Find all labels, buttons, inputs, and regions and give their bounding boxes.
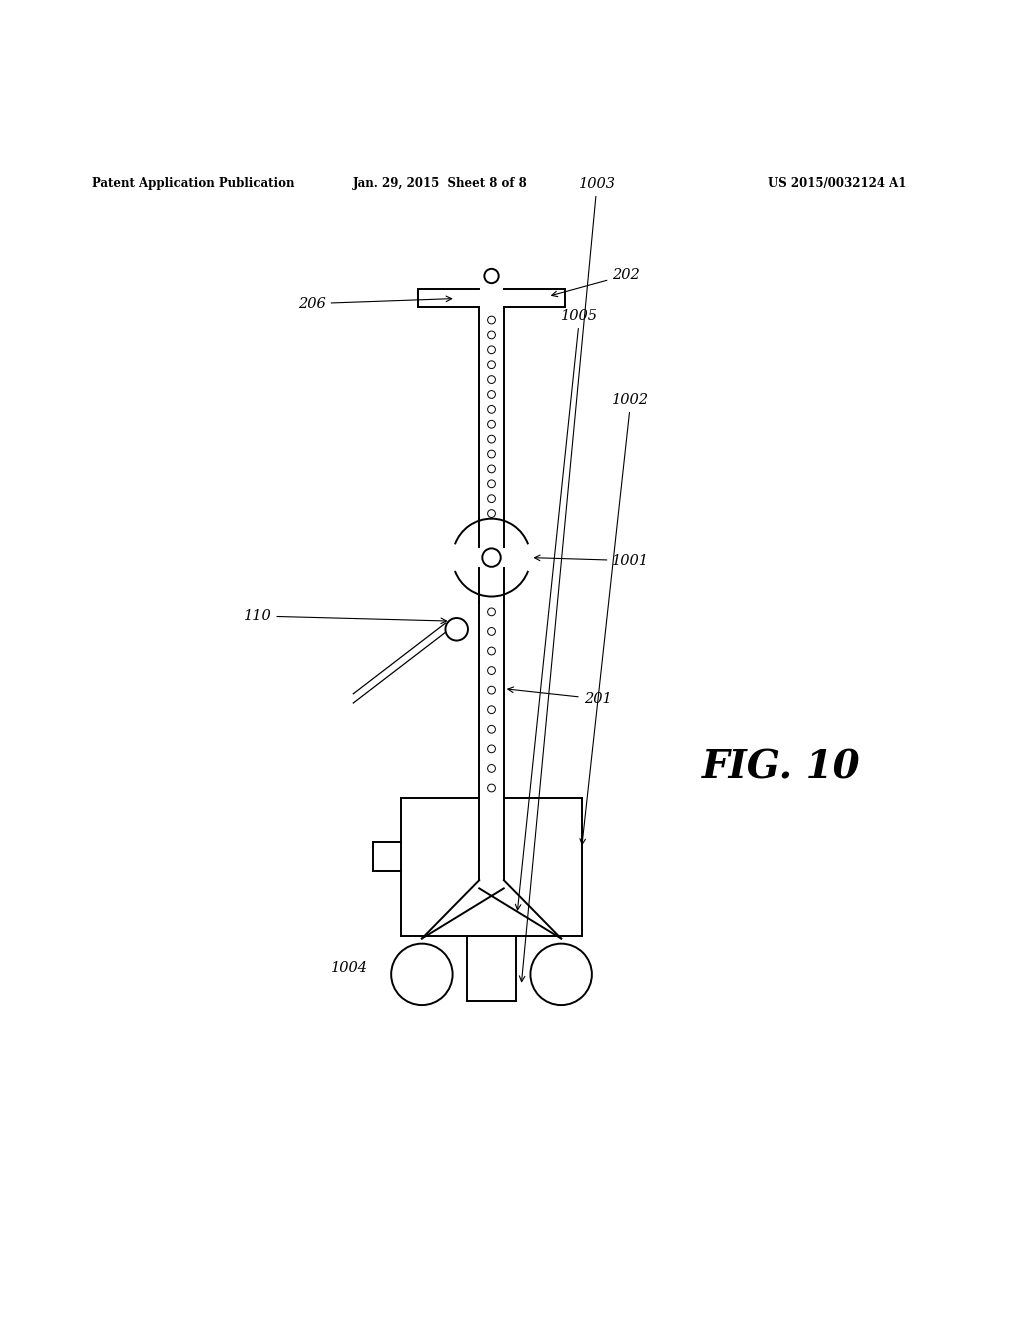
Text: Jan. 29, 2015  Sheet 8 of 8: Jan. 29, 2015 Sheet 8 of 8 [353,177,527,190]
Text: 1004: 1004 [331,961,368,975]
Text: 1001: 1001 [535,553,649,568]
Text: 202: 202 [552,268,640,297]
Text: 1005: 1005 [515,309,598,909]
Text: FIG. 10: FIG. 10 [701,748,860,787]
Text: 206: 206 [298,296,452,310]
Text: 201: 201 [508,686,611,706]
Text: US 2015/0032124 A1: US 2015/0032124 A1 [768,177,906,190]
Text: 110: 110 [244,609,446,623]
Text: Patent Application Publication: Patent Application Publication [92,177,295,190]
Text: 1003: 1003 [519,177,615,982]
Text: 1002: 1002 [580,393,649,845]
